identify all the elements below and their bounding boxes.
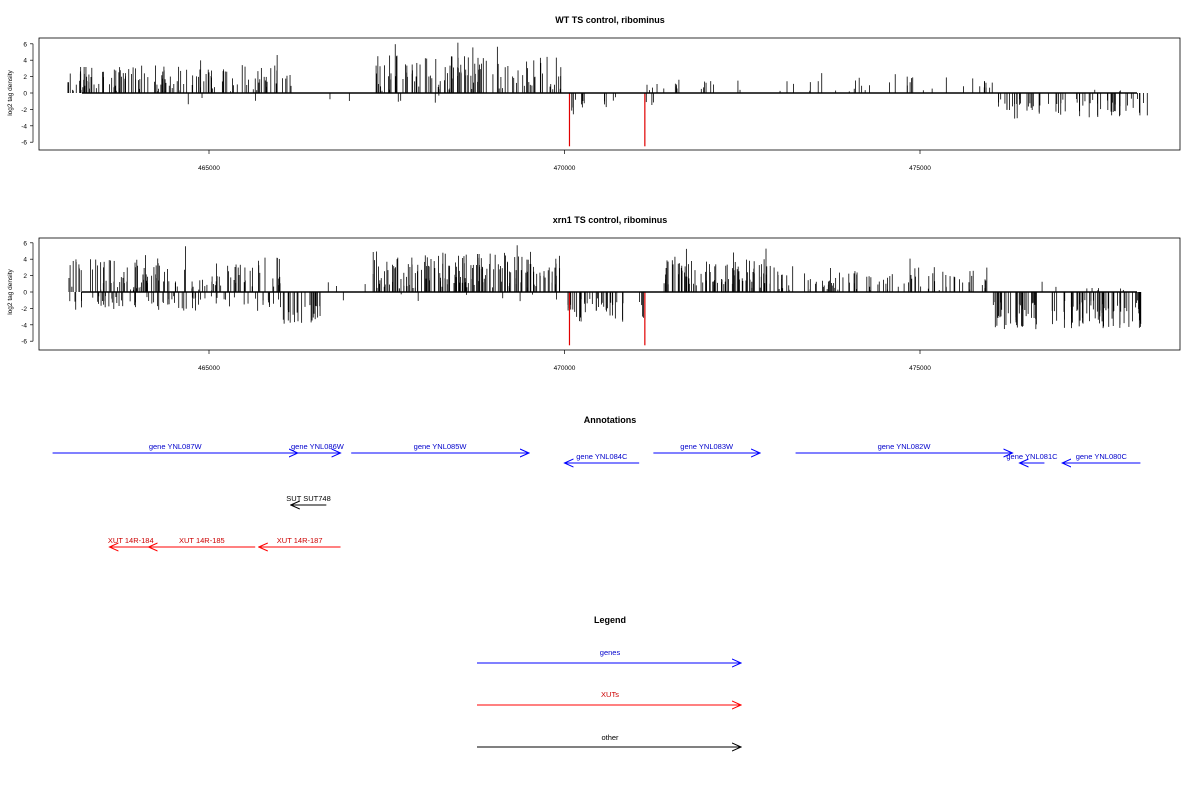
plot-frame [38,237,1181,351]
y-tick-label: -6 [21,339,27,346]
y-tick-label: -2 [21,306,27,313]
y-tick-label: 4 [23,257,27,264]
x-axis: 465000 470000 475000 [198,350,931,372]
y-tick-label: 6 [23,41,27,48]
x-tick-label: 475000 [909,165,931,172]
feature-label: gene YNL087W [149,442,203,451]
annotation-features: gene YNL087W gene YNL086W gene YNL085W gene… [52,442,1141,547]
y-tick-label: -4 [21,322,27,329]
y-tick-label: 6 [23,240,27,247]
legend-entry-xuts: XUTs [477,690,741,705]
xrn1-coverage-panel: xrn1 TS control, ribominus log2 tag dens… [7,215,1181,372]
y-axis: -6 -4 -2 0 2 4 6 [21,240,34,346]
y-tick-label: 4 [23,58,27,65]
feature-label: gene YNL086W [291,442,345,451]
y-tick-label: 0 [23,290,27,297]
annotation-feature: gene YNL082W [795,442,1013,453]
y-tick-label: -2 [21,107,27,114]
annotation-feature: gene YNL087W [52,442,298,453]
annotation-feature: gene YNL086W [291,442,345,453]
annotation-feature: XUT 14R-185 [149,536,256,547]
feature-label: XUT 14R-185 [179,536,225,545]
panel-title: WT TS control, ribominus [555,15,665,25]
annotation-feature: XUT 14R-184 [108,536,154,547]
feature-label: gene YNL081C [1006,452,1058,461]
annotation-feature: gene YNL085W [351,442,529,453]
feature-label: gene YNL082W [878,442,932,451]
legend-label: XUTs [601,690,619,699]
legend-title: Legend [594,615,626,625]
y-axis-label: log2 tag density [7,268,14,314]
annotation-feature: gene YNL080C [1062,452,1141,463]
y-tick-label: -6 [21,140,27,147]
legend-entry-other: other [477,733,741,747]
annotation-feature: gene YNL084C [565,452,640,463]
feature-label: gene YNL080C [1076,452,1128,461]
feature-label: XUT 14R-187 [277,536,323,545]
legend-label: other [601,733,619,742]
y-axis: -6 -4 -2 0 2 4 6 [21,41,34,147]
wt-coverage-panel: WT TS control, ribominus log2 tag densit… [7,15,1181,172]
panel-title: xrn1 TS control, ribominus [553,215,668,225]
annotation-feature: gene YNL081C [1006,452,1058,463]
feature-label: gene YNL085W [414,442,468,451]
feature-label: gene YNL084C [576,452,628,461]
y-tick-label: -4 [21,123,27,130]
legend-entry-genes: genes [477,648,741,663]
plot-frame [38,37,1181,151]
legend: Legend genes XUTs other [477,615,741,747]
annotation-feature: gene YNL083W [653,442,760,453]
x-tick-label: 475000 [909,365,931,372]
bars-group [67,42,1148,147]
y-tick-label: 2 [23,273,27,280]
annotation-feature: SUT SUT748 [286,494,331,505]
x-axis: 465000 470000 475000 [198,150,931,172]
y-tick-label: 0 [23,91,27,98]
y-axis-label: log2 tag density [7,69,14,115]
annotation-feature: XUT 14R-187 [259,536,341,547]
x-tick-label: 465000 [198,365,220,372]
legend-label: genes [600,648,621,657]
feature-label: gene YNL083W [680,442,734,451]
x-tick-label: 470000 [554,165,576,172]
y-tick-label: 2 [23,74,27,81]
feature-label: XUT 14R-184 [108,536,154,545]
x-tick-label: 465000 [198,165,220,172]
annotations-title: Annotations [584,415,637,425]
x-tick-label: 470000 [554,365,576,372]
bars-group [68,245,1142,346]
feature-label: SUT SUT748 [286,494,330,503]
annotations-track: Annotations gene YNL087W gene YNL086W gene… [52,415,1141,547]
